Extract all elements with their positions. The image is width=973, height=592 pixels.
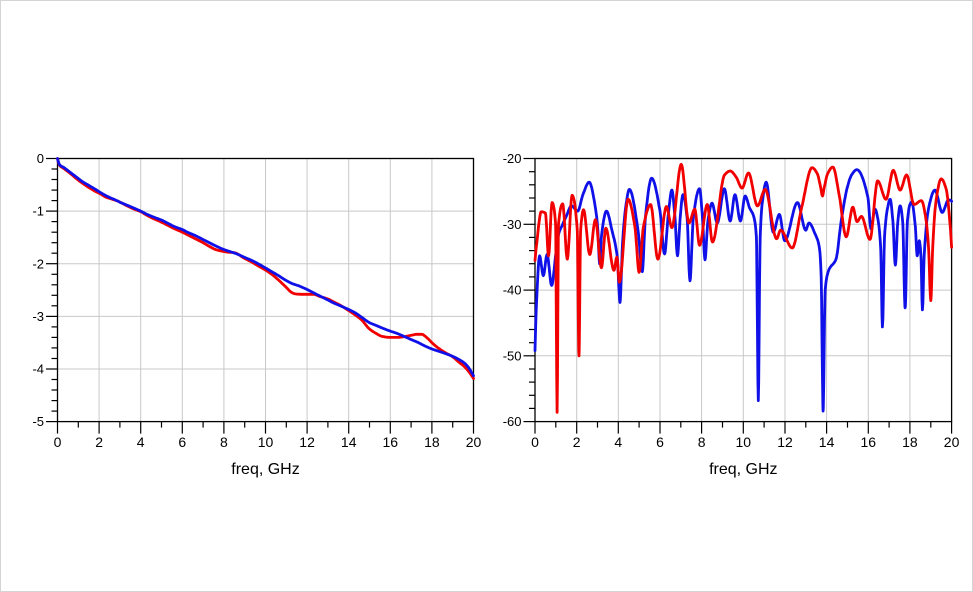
svg-text:-50: -50 [503, 348, 522, 363]
svg-text:-3: -3 [32, 309, 44, 324]
svg-text:16: 16 [861, 434, 877, 450]
svg-text:-60: -60 [503, 414, 522, 429]
svg-text:12: 12 [777, 434, 793, 450]
svg-text:8: 8 [698, 434, 706, 450]
svg-text:20: 20 [944, 434, 960, 450]
svg-text:18: 18 [424, 434, 440, 450]
svg-text:2: 2 [573, 434, 581, 450]
svg-text:0: 0 [54, 434, 62, 450]
svg-text:14: 14 [819, 434, 835, 450]
svg-text:8: 8 [220, 434, 228, 450]
svg-text:freq, GHz: freq, GHz [231, 461, 299, 478]
svg-text:4: 4 [614, 434, 622, 450]
svg-text:-2: -2 [32, 256, 44, 271]
svg-text:14: 14 [341, 434, 357, 450]
svg-text:16: 16 [383, 434, 399, 450]
svg-text:0: 0 [37, 151, 44, 166]
svg-text:12: 12 [299, 434, 315, 450]
svg-text:-1: -1 [32, 204, 44, 219]
svg-text:-4: -4 [32, 362, 44, 377]
svg-text:10: 10 [736, 434, 752, 450]
svg-text:2: 2 [95, 434, 103, 450]
svg-text:18: 18 [902, 434, 918, 450]
svg-text:freq, GHz: freq, GHz [709, 461, 777, 478]
svg-text:-30: -30 [503, 217, 522, 232]
svg-text:4: 4 [137, 434, 145, 450]
svg-text:20: 20 [466, 434, 482, 450]
svg-text:-40: -40 [503, 283, 522, 298]
svg-text:-5: -5 [32, 414, 44, 429]
svg-text:6: 6 [656, 434, 664, 450]
svg-text:6: 6 [178, 434, 186, 450]
svg-text:-20: -20 [503, 151, 522, 166]
svg-text:0: 0 [531, 434, 539, 450]
svg-text:10: 10 [258, 434, 274, 450]
